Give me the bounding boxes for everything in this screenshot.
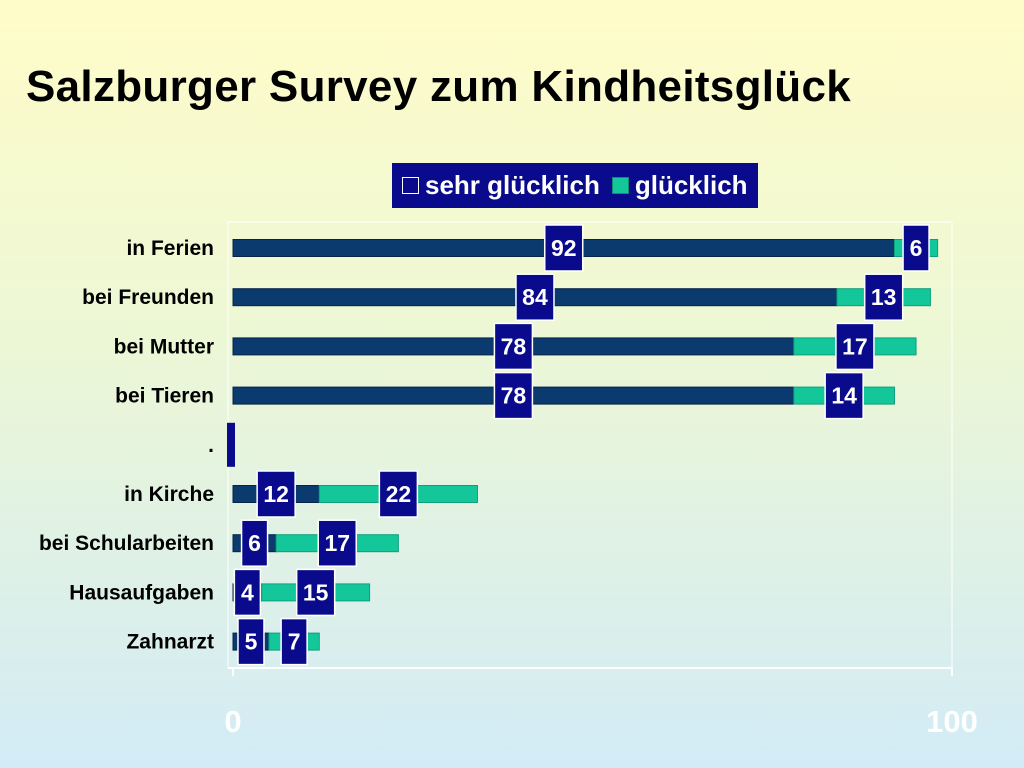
value-label-in-ferien-series-1: 6: [910, 235, 923, 261]
legend-label-gluecklich: glücklich: [634, 170, 748, 200]
category-label-bei-freunden: bei Freunden: [82, 286, 214, 309]
x-tick-label-0: 0: [224, 704, 241, 739]
legend-item-gluecklich: glücklich: [611, 170, 748, 201]
value-label-bei-tieren-series-0: 78: [501, 383, 527, 409]
value-box-in-ferien-series-0: [543, 224, 584, 272]
separator-marker: [227, 422, 235, 467]
legend-swatch-gluecklich: [611, 177, 629, 194]
category-label-zahnarzt: Zahnarzt: [126, 631, 214, 654]
value-box-bei-schularbeiten-series-1: [317, 519, 358, 567]
x-tick-label-1: 100: [926, 704, 978, 739]
chart-title: Salzburger Survey zum Kindheitsglück: [26, 62, 851, 111]
value-label-bei-schularbeiten-series-1: 17: [324, 530, 350, 556]
value-label-in-kirche-series-1: 22: [386, 481, 412, 507]
legend: sehr glücklich glücklich: [392, 163, 758, 208]
value-label-in-kirche-series-0: 12: [263, 481, 289, 507]
value-label-bei-mutter-series-0: 78: [501, 333, 527, 359]
value-label-hausaufgaben-series-0: 4: [241, 579, 254, 605]
value-label-in-ferien-series-0: 92: [551, 235, 577, 261]
value-label-bei-tieren-series-1: 14: [831, 383, 857, 409]
category-label-bei-schularbeiten: bei Schularbeiten: [39, 532, 214, 555]
value-box-in-kirche-series-0: [256, 470, 296, 518]
category-label-in-kirche: in Kirche: [124, 483, 214, 506]
value-box-bei-freunden-series-0: [515, 273, 555, 321]
value-box-in-ferien-series-1: [902, 224, 930, 272]
value-label-zahnarzt-series-0: 5: [245, 629, 258, 655]
category-label-bei-mutter: bei Mutter: [114, 335, 214, 358]
value-label-hausaufgaben-series-1: 15: [303, 579, 329, 605]
value-label-bei-schularbeiten-series-0: 6: [248, 530, 261, 556]
category-label-in-ferien: in Ferien: [126, 237, 214, 260]
value-box-zahnarzt-series-1: [280, 617, 308, 666]
category-label-bei-tieren: bei Tieren: [115, 385, 214, 408]
value-box-bei-schularbeiten-series-0: [240, 519, 269, 567]
category-label-hausaufgaben: Hausaufgaben: [69, 581, 214, 604]
value-label-zahnarzt-series-1: 7: [288, 629, 301, 655]
value-box-zahnarzt-series-0: [237, 617, 265, 666]
value-box-bei-tieren-series-0: [493, 371, 534, 420]
legend-swatch-sehr-gluecklich: [402, 177, 419, 194]
value-box-bei-freunden-series-1: [863, 273, 904, 321]
legend-label-sehr-gluecklich: sehr glücklich: [425, 170, 600, 200]
value-label-bei-freunden-series-0: 84: [522, 284, 548, 310]
value-label-bei-mutter-series-1: 17: [842, 333, 868, 359]
value-box-bei-tieren-series-1: [824, 371, 864, 420]
category-label-separator: .: [208, 434, 214, 457]
value-box-bei-mutter-series-0: [493, 322, 534, 371]
value-box-in-kirche-series-1: [378, 470, 419, 518]
legend-item-sehr-gluecklich: sehr glücklich: [402, 170, 600, 201]
value-box-bei-mutter-series-1: [835, 322, 875, 371]
value-label-bei-freunden-series-1: 13: [871, 284, 897, 310]
value-box-hausaufgaben-series-0: [233, 568, 262, 617]
value-box-hausaufgaben-series-1: [295, 568, 336, 617]
